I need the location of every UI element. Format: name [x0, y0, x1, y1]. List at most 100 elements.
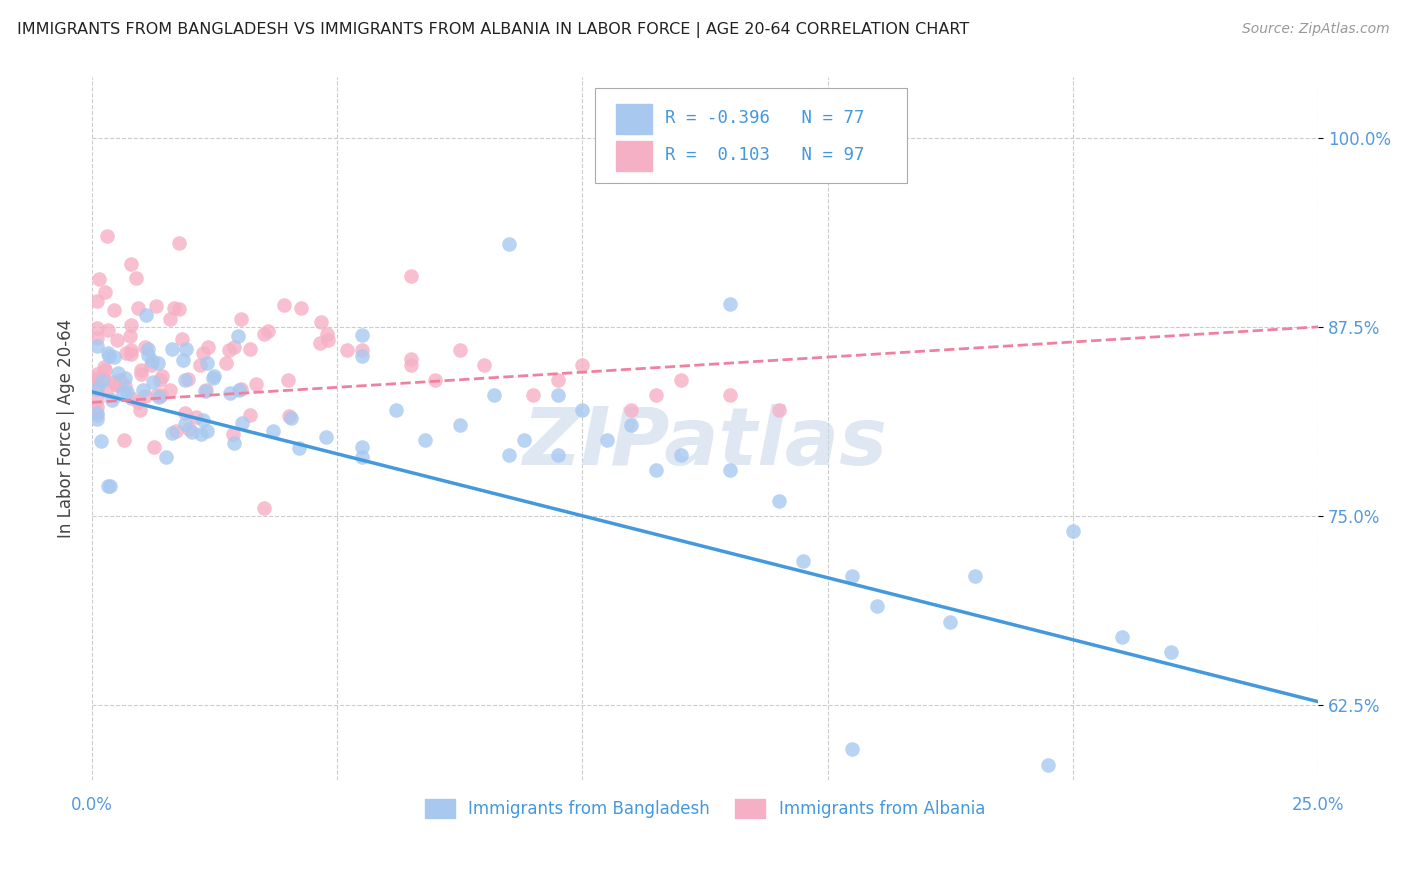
Point [149, 373, 172, 387]
Point [120, 347, 142, 361]
Point [93, 371, 115, 385]
Point [669, 373, 692, 387]
Y-axis label: In Labor Force | Age 20-64: In Labor Force | Age 20-64 [58, 319, 75, 539]
Point [94, 362, 117, 376]
Point [202, 368, 225, 383]
Point [229, 382, 252, 396]
Point [571, 403, 593, 417]
Point [498, 448, 520, 462]
Point [315, 430, 337, 444]
Point [571, 358, 593, 372]
Point [163, 301, 186, 316]
Point [415, 434, 437, 448]
Point [173, 406, 195, 420]
Point [160, 425, 183, 440]
Point [229, 312, 252, 326]
Point [841, 569, 863, 583]
Point [125, 270, 148, 285]
Point [108, 378, 131, 392]
FancyBboxPatch shape [595, 88, 907, 183]
Point [105, 334, 128, 348]
Point [792, 554, 814, 568]
Point [115, 345, 138, 359]
Point [280, 411, 302, 425]
Point [512, 434, 534, 448]
Point [547, 448, 569, 462]
Point [939, 615, 962, 629]
Point [142, 440, 165, 454]
Point [145, 300, 167, 314]
Point [1160, 645, 1182, 659]
Point [278, 409, 301, 424]
Point [97, 323, 120, 337]
Point [150, 369, 173, 384]
Point [108, 372, 131, 386]
Point [231, 416, 253, 430]
Point [195, 424, 218, 438]
Point [127, 394, 149, 409]
Point [768, 493, 790, 508]
Point [134, 389, 156, 403]
Point [170, 331, 193, 345]
Point [308, 335, 330, 350]
Point [129, 402, 152, 417]
Point [150, 388, 173, 402]
Point [547, 388, 569, 402]
Point [263, 424, 285, 438]
Point [350, 349, 373, 363]
Point [1062, 524, 1084, 538]
Point [103, 302, 125, 317]
Point [120, 343, 142, 357]
Point [252, 327, 274, 342]
Point [197, 340, 219, 354]
Point [159, 384, 181, 398]
Point [86, 320, 108, 334]
Point [172, 352, 194, 367]
Point [645, 388, 668, 402]
Point [180, 425, 202, 440]
Point [277, 373, 299, 387]
Point [287, 442, 309, 456]
Point [97, 346, 120, 360]
Point [718, 388, 741, 402]
Point [86, 380, 108, 394]
Point [103, 375, 125, 389]
Point [167, 302, 190, 317]
Point [90, 434, 112, 448]
Point [93, 360, 115, 375]
Point [132, 383, 155, 397]
Point [160, 343, 183, 357]
Point [224, 436, 246, 450]
Point [1111, 630, 1133, 644]
Point [177, 422, 200, 436]
Point [89, 272, 111, 286]
Point [86, 370, 108, 384]
Point [768, 403, 790, 417]
Point [316, 327, 339, 342]
Point [129, 367, 152, 381]
Point [202, 371, 225, 385]
Point [963, 569, 986, 583]
Text: IMMIGRANTS FROM BANGLADESH VS IMMIGRANTS FROM ALBANIA IN LABOR FORCE | AGE 20-64: IMMIGRANTS FROM BANGLADESH VS IMMIGRANTS… [17, 22, 969, 38]
Point [136, 342, 159, 356]
Point [193, 413, 215, 427]
Point [90, 375, 112, 389]
Point [101, 393, 124, 408]
Point [155, 450, 177, 464]
Point [86, 400, 108, 414]
Point [190, 427, 212, 442]
Point [174, 373, 197, 387]
Point [159, 312, 181, 326]
Point [86, 374, 108, 388]
Point [145, 387, 167, 401]
Point [131, 363, 153, 377]
Point [498, 236, 520, 251]
Text: R = -0.396   N = 77: R = -0.396 N = 77 [665, 109, 865, 127]
Point [120, 318, 142, 332]
Point [718, 297, 741, 311]
Text: ZIPatlas: ZIPatlas [523, 404, 887, 482]
Point [547, 373, 569, 387]
Point [146, 356, 169, 370]
Point [86, 412, 108, 426]
FancyBboxPatch shape [616, 142, 652, 171]
